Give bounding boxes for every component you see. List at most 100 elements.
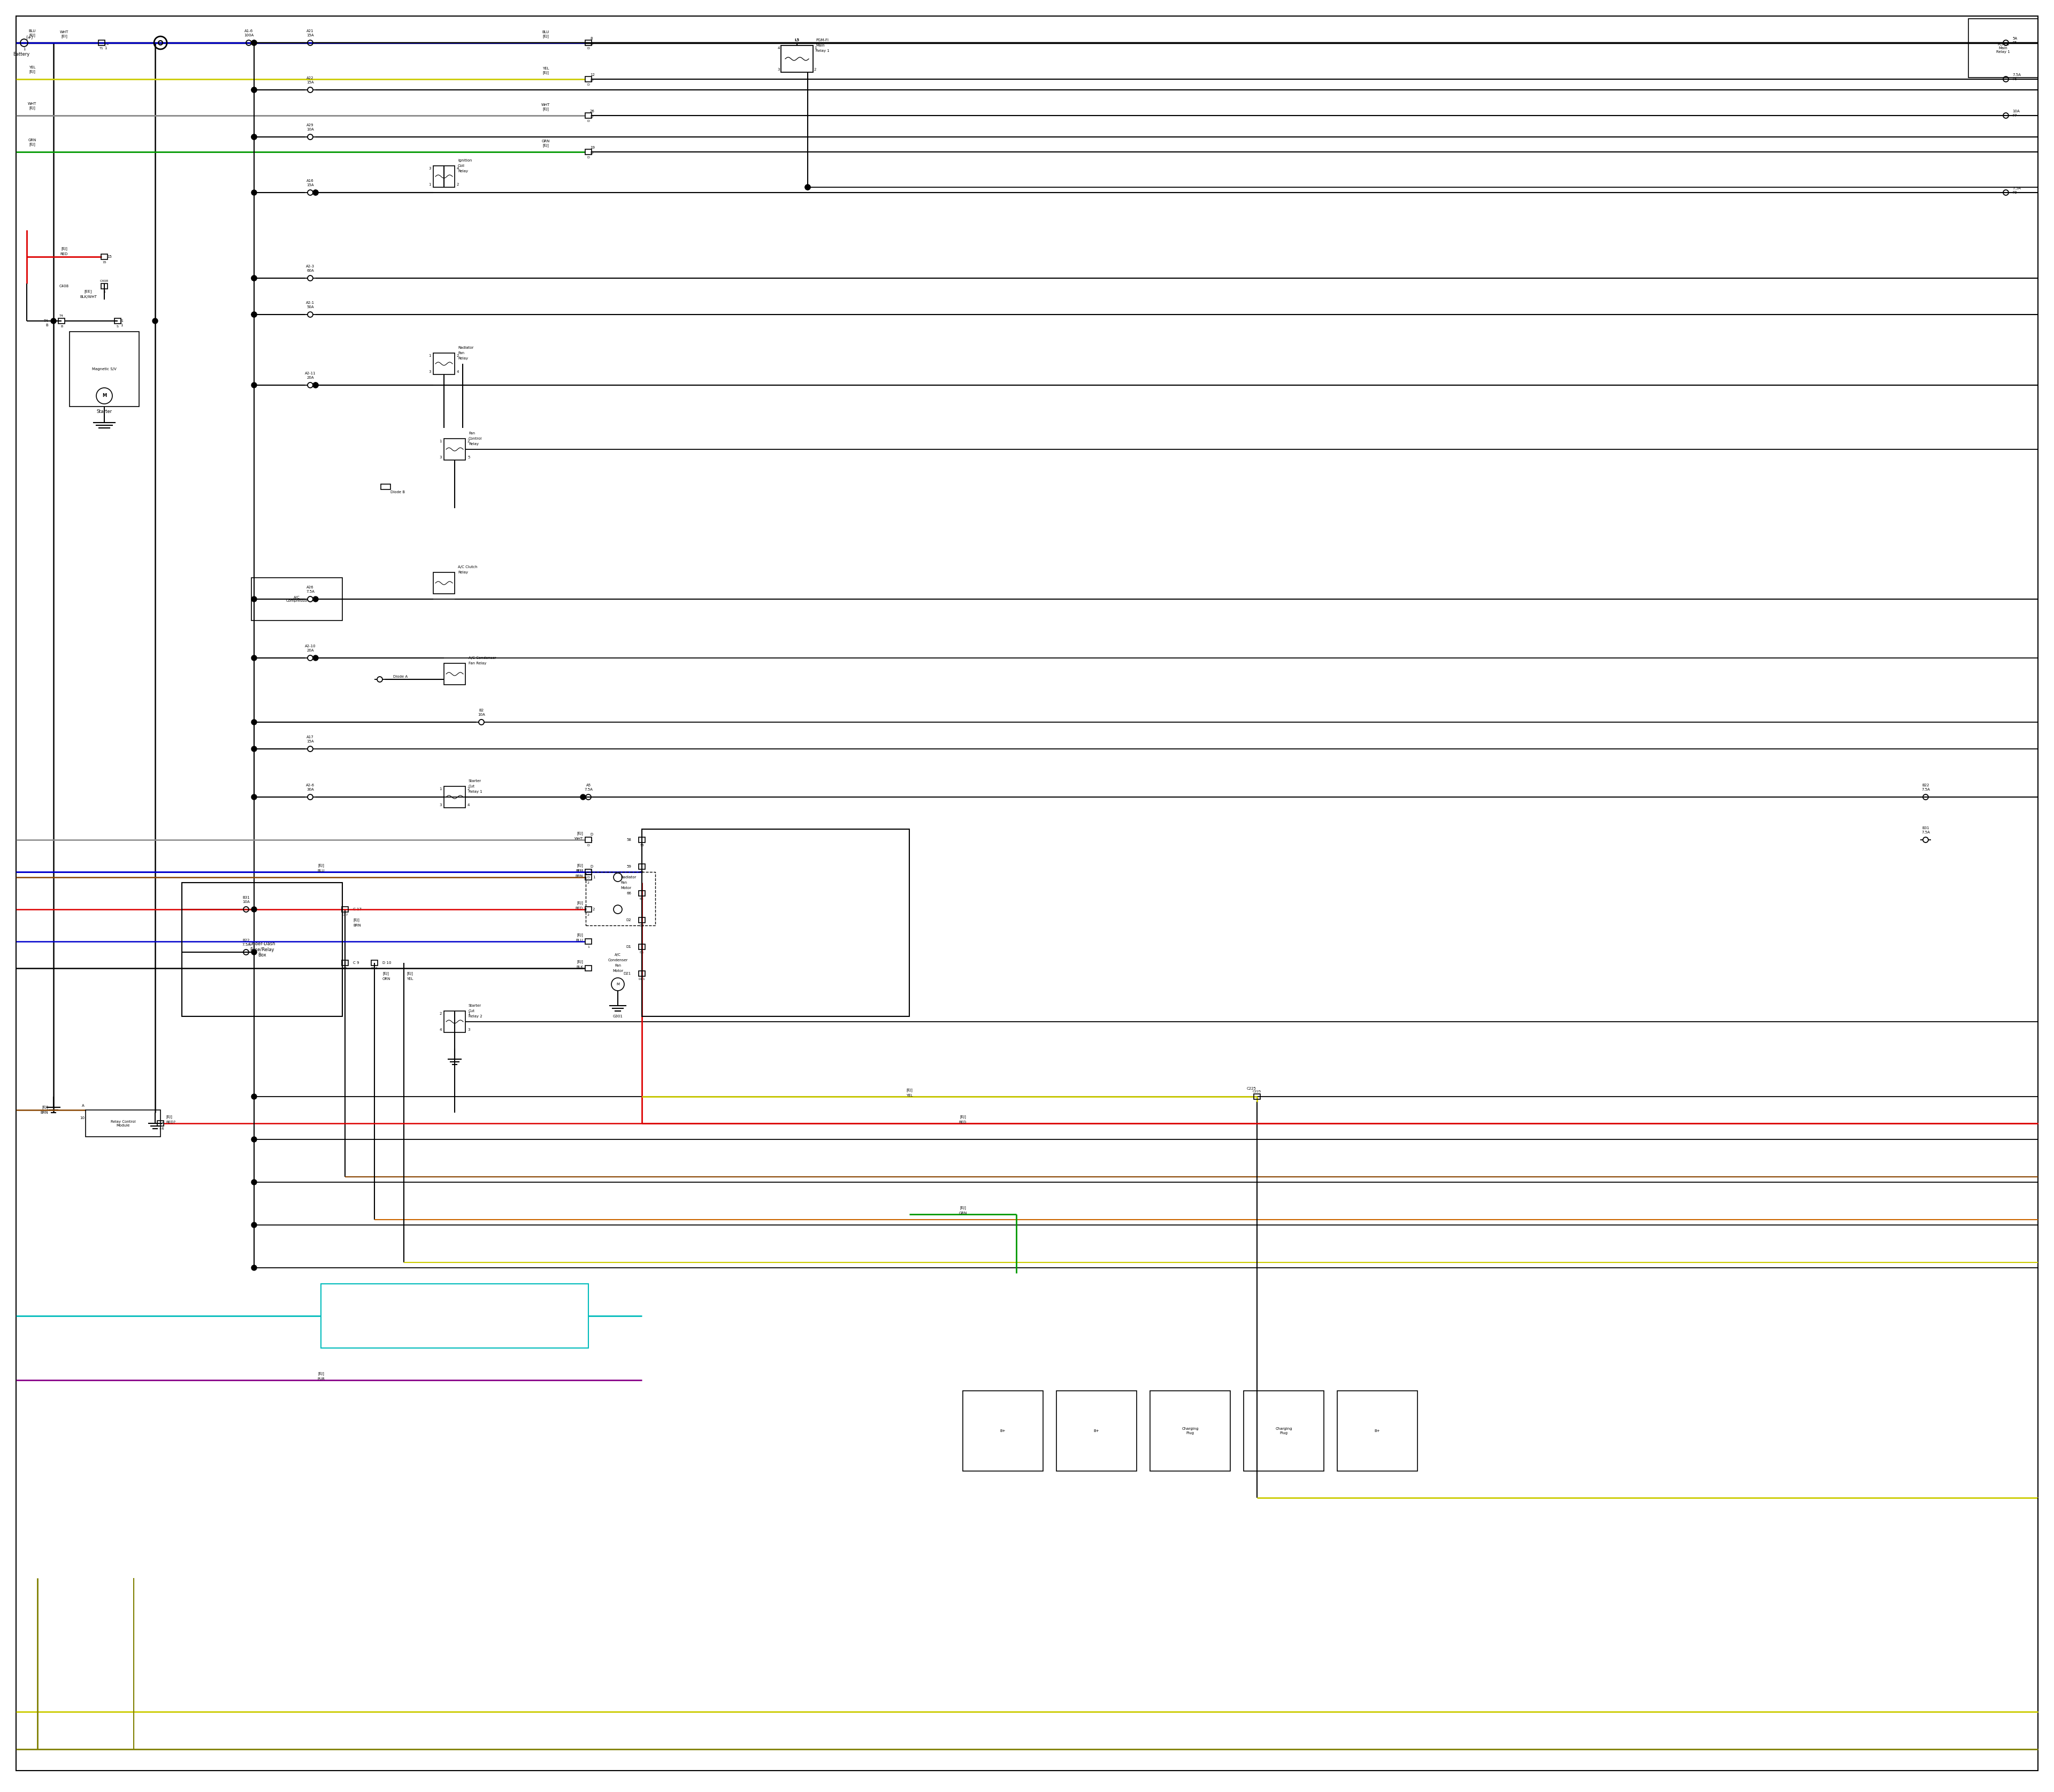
Bar	[585, 837, 592, 842]
Text: [EJ]: [EJ]	[318, 864, 325, 867]
Bar	[101, 254, 107, 260]
Text: Battery: Battery	[12, 52, 29, 57]
Text: 1: 1	[440, 439, 442, 443]
Text: BLK/WHT: BLK/WHT	[80, 296, 97, 299]
Text: Cut: Cut	[468, 785, 474, 788]
Text: [EJ]: [EJ]	[407, 971, 413, 975]
Text: D: D	[587, 120, 589, 122]
Text: [EE]: [EE]	[84, 290, 92, 294]
Bar	[433, 167, 454, 186]
Text: RED: RED	[959, 1120, 967, 1124]
Circle shape	[312, 656, 318, 661]
Text: 58: 58	[626, 839, 631, 842]
Circle shape	[251, 794, 257, 799]
Bar	[585, 907, 592, 912]
Text: A22: A22	[306, 77, 314, 79]
Circle shape	[251, 312, 257, 317]
Text: Starter: Starter	[468, 780, 481, 783]
Text: BLU: BLU	[29, 29, 35, 32]
Text: 5: 5	[468, 455, 470, 459]
Bar	[639, 918, 645, 923]
Bar	[86, 1109, 160, 1136]
Text: 30A: 30A	[306, 788, 314, 790]
Text: [EJ]: [EJ]	[542, 72, 548, 75]
Text: 2: 2	[468, 787, 470, 790]
Text: B+: B+	[1374, 1430, 1380, 1432]
Text: D: D	[587, 47, 589, 50]
Text: 4: 4	[456, 371, 460, 373]
Text: B31: B31	[1923, 826, 1929, 830]
Text: 59: 59	[639, 871, 645, 873]
Text: B+: B+	[1093, 1430, 1099, 1432]
Text: Condenser: Condenser	[608, 959, 629, 962]
Text: A2-11: A2-11	[304, 371, 316, 375]
Text: BRN: BRN	[41, 1111, 47, 1115]
Text: F5: F5	[2013, 41, 2017, 45]
Bar	[115, 319, 121, 324]
Text: 58: 58	[639, 844, 645, 848]
Text: 2: 2	[456, 355, 460, 357]
Circle shape	[312, 190, 318, 195]
Circle shape	[312, 382, 318, 387]
Text: GRN: GRN	[29, 138, 37, 142]
Text: 7.5A: 7.5A	[1920, 831, 1931, 833]
Text: 15A: 15A	[306, 81, 314, 84]
Text: [EJ]: [EJ]	[577, 934, 583, 937]
Text: BLU: BLU	[575, 869, 583, 873]
Text: D: D	[587, 876, 589, 878]
Text: D: D	[587, 156, 589, 159]
Text: 66: 66	[626, 892, 631, 894]
Text: 2: 2	[587, 882, 589, 883]
Text: D 10: D 10	[382, 961, 390, 964]
Text: S: S	[117, 324, 119, 328]
Text: GRN: GRN	[959, 1211, 967, 1215]
Text: [EJ]: [EJ]	[577, 961, 583, 964]
Text: 3: 3	[440, 803, 442, 806]
Text: Fan: Fan	[468, 432, 474, 435]
Text: 1: 1	[23, 48, 25, 50]
Text: 3: 3	[778, 68, 781, 72]
Bar	[639, 864, 645, 869]
Text: 100A: 100A	[244, 34, 253, 38]
Bar	[585, 149, 592, 154]
Text: 1: 1	[440, 787, 442, 790]
Text: 1: 1	[468, 1012, 470, 1016]
Text: 4: 4	[162, 1127, 164, 1131]
Text: [EJ]: [EJ]	[959, 1115, 965, 1118]
Circle shape	[251, 134, 257, 140]
Text: T1: T1	[105, 43, 109, 45]
Bar	[70, 332, 140, 407]
Bar	[99, 39, 105, 45]
Text: 15A: 15A	[306, 34, 314, 38]
Text: 20A: 20A	[306, 376, 314, 380]
Text: FCM-R
Main
Relay 1: FCM-R Main Relay 1	[1996, 43, 2011, 54]
Text: YEL: YEL	[542, 66, 548, 70]
Bar	[585, 966, 592, 971]
Bar	[58, 319, 66, 324]
Text: F8: F8	[2013, 192, 2017, 194]
Text: A/C: A/C	[614, 953, 620, 957]
Bar	[444, 663, 466, 685]
Text: WHT: WHT	[60, 30, 68, 34]
Bar	[641, 830, 910, 1016]
Text: Diode A: Diode A	[392, 676, 407, 679]
Text: B: B	[60, 324, 64, 328]
Circle shape	[805, 185, 811, 190]
Circle shape	[251, 1093, 257, 1098]
Text: 2: 2	[468, 439, 470, 443]
Text: A/C
Compressor: A/C Compressor	[286, 595, 308, 602]
Bar	[444, 1011, 466, 1032]
Text: Motor: Motor	[612, 969, 622, 973]
Text: A17: A17	[306, 735, 314, 738]
Text: C17: C17	[341, 914, 349, 916]
Text: A2-3: A2-3	[306, 265, 314, 269]
Circle shape	[152, 319, 158, 324]
Text: A2-1: A2-1	[306, 301, 314, 305]
Text: B22: B22	[242, 939, 251, 943]
Text: [EJ]: [EJ]	[577, 869, 583, 873]
Text: Fan Relay: Fan Relay	[468, 661, 487, 665]
Text: [EJ]: [EJ]	[542, 34, 548, 38]
Text: 2: 2	[440, 1012, 442, 1016]
Text: Main: Main	[815, 43, 824, 47]
Text: Fan: Fan	[620, 882, 626, 883]
